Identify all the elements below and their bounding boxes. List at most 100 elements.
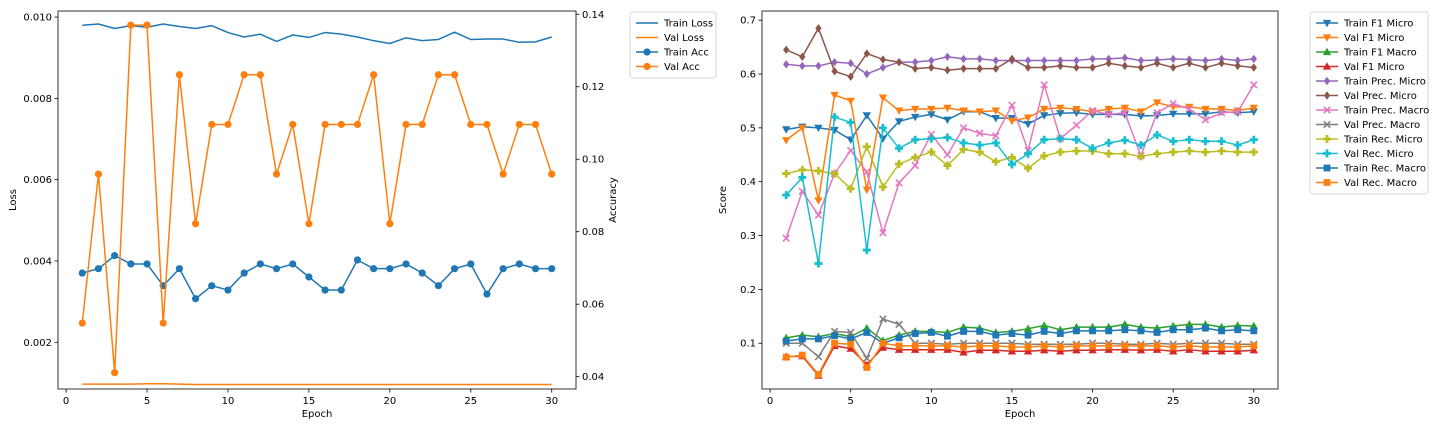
chart-1-point-train-acc-2-22 xyxy=(418,269,426,277)
chart-2-point-val-rec-micro-9-12 xyxy=(959,138,968,147)
chart-1-point-val-acc-3-28 xyxy=(515,120,523,129)
chart-2-point-val-rec-macro-11-21 xyxy=(1105,342,1113,350)
chart-1-xlabel: Epoch xyxy=(302,409,333,420)
chart-2-point-val-rec-macro-11-19 xyxy=(1073,342,1080,350)
chart-2-point-val-rec-macro-11-30 xyxy=(1250,342,1258,350)
chart-2-point-train-rec-macro-10-26 xyxy=(1185,326,1193,334)
chart-2-point-val-rec-macro-11-23 xyxy=(1137,342,1145,350)
chart-2-point-val-prec-macro-7-8 xyxy=(895,320,903,329)
chart-1-point-train-acc-2-12 xyxy=(256,260,264,268)
chart-1-xtick-label-15: 15 xyxy=(303,396,316,407)
chart-1-ytick-right-label-0-14: 0.14 xyxy=(582,10,604,21)
chart-2-point-val-rec-macro-11-10 xyxy=(927,342,935,350)
chart-2-legend-entry-val-f1-micro-3: Val F1 Micro xyxy=(1316,62,1404,73)
chart-1-point-train-acc-2-11 xyxy=(240,269,248,277)
chart-2-point-train-rec-macro-10-17 xyxy=(1040,327,1048,335)
chart-2-point-train-rec-micro-8-6 xyxy=(862,142,871,151)
chart-1-point-val-acc-3-21 xyxy=(402,120,410,129)
chart-2-point-val-rec-micro-9-1 xyxy=(782,191,791,200)
chart-1-legend-marker-3 xyxy=(643,62,651,71)
chart-1-xtick-label-30: 30 xyxy=(545,396,558,407)
chart-2-series-train-rec-macro-10 xyxy=(782,324,1258,347)
chart-2-point-train-rec-micro-8-4 xyxy=(830,169,839,178)
chart-1-point-train-acc-2-3 xyxy=(111,252,119,260)
chart-2-legend-marker-7 xyxy=(1323,120,1331,129)
chart-2-point-val-prec-micro-5-25 xyxy=(1170,63,1177,72)
chart-2-point-val-prec-micro-5-27 xyxy=(1202,63,1209,72)
chart-2-point-train-rec-micro-8-8 xyxy=(895,159,904,168)
chart-1-xtick-label-5: 5 xyxy=(144,396,150,407)
chart-2-point-train-prec-macro-6-19 xyxy=(1072,121,1081,129)
chart-2-point-train-rec-macro-10-1 xyxy=(782,337,790,345)
chart-1-xtick-label-20: 20 xyxy=(383,396,396,407)
chart-2-point-train-prec-macro-6-29 xyxy=(1233,107,1242,116)
chart-2-point-train-prec-macro-6-25 xyxy=(1169,99,1177,108)
chart-2-xtick-label-5: 5 xyxy=(848,396,854,407)
chart-2-point-val-rec-micro-9-15 xyxy=(1007,160,1016,169)
chart-2-point-train-prec-macro-6-6 xyxy=(863,168,871,176)
chart-2-point-val-f1-micro-3-20 xyxy=(1088,346,1097,354)
chart-2-legend-marker-8 xyxy=(1323,135,1331,143)
chart-2-point-train-prec-macro-6-1 xyxy=(782,234,790,243)
chart-1-point-val-acc-3-26 xyxy=(483,120,491,129)
chart-1-point-train-acc-2-7 xyxy=(175,265,184,273)
chart-2-point-val-rec-macro-11-7 xyxy=(879,339,887,347)
chart-2-point-train-rec-macro-10-6 xyxy=(863,329,871,336)
chart-2-point-val-rec-micro-9-30 xyxy=(1249,135,1258,144)
chart-1-legend-label-1: Val Loss xyxy=(664,33,704,44)
chart-2-point-val-prec-micro-5-13 xyxy=(976,64,983,73)
chart-2-point-val-rec-micro-9-25 xyxy=(1169,137,1178,146)
chart-1-line-train-loss-0 xyxy=(82,23,552,45)
chart-2-legend-marker-10 xyxy=(1323,164,1331,172)
chart-2-xtick-label-10: 10 xyxy=(925,396,938,407)
chart-2-legend-marker-1 xyxy=(1322,34,1332,42)
chart-2-legend-label-6: Train Prec. Macro xyxy=(1343,106,1429,117)
chart-2-point-train-prec-macro-6-14 xyxy=(992,132,1000,140)
chart-2-ytick-label-0-3: 0.3 xyxy=(740,231,756,242)
chart-1-point-train-acc-2-25 xyxy=(467,260,475,268)
chart-2-point-val-f1-micro-1-26 xyxy=(1185,103,1194,112)
chart-2-point-train-f1-micro-0-18 xyxy=(1056,110,1065,118)
chart-1-legend-entry-val-acc-3: Val Acc xyxy=(636,62,700,73)
chart-2-legend-label-8: Train Rec. Micro xyxy=(1343,135,1423,146)
chart-2: 0 5 10 15 20 25 30 0.1 0.2 0.3 0.4 0.5 0.6 0.7 Epoch Sc… xyxy=(718,10,1429,420)
chart-2-point-train-prec-macro-6-5 xyxy=(846,146,855,155)
chart-2-point-train-rec-micro-8-30 xyxy=(1249,148,1258,157)
chart-2-point-train-prec-macro-6-8 xyxy=(895,178,903,187)
chart-2-point-val-f1-micro-1-8 xyxy=(894,107,904,115)
chart-1-point-val-acc-3-5 xyxy=(143,21,151,29)
chart-2-point-val-rec-macro-11-26 xyxy=(1185,342,1193,350)
chart-2-line-val-f1-micro-1 xyxy=(785,94,1254,202)
chart-2-point-val-prec-micro-5-12 xyxy=(960,64,967,73)
chart-2-point-train-rec-macro-10-13 xyxy=(976,327,984,335)
chart-2-point-train-rec-macro-10-3 xyxy=(815,335,822,343)
chart-2-point-val-rec-micro-9-20 xyxy=(1088,144,1097,153)
chart-1-point-val-acc-3-2 xyxy=(94,170,103,178)
chart-2-legend-label-1: Val F1 Micro xyxy=(1344,33,1404,44)
chart-1-point-train-acc-2-17 xyxy=(337,286,345,294)
chart-1-point-val-acc-3-7 xyxy=(175,71,184,79)
chart-1-point-train-acc-2-9 xyxy=(208,282,216,290)
chart-1-line-val-loss-1 xyxy=(82,382,552,386)
chart-2-point-val-f1-micro-3-23 xyxy=(1136,346,1146,354)
chart-2-point-val-rec-micro-9-29 xyxy=(1233,141,1242,150)
chart-2-legend-entry-val-prec-macro-7: Val Prec. Macro xyxy=(1316,120,1420,131)
chart-2-point-val-f1-micro-3-29 xyxy=(1233,347,1242,355)
chart-2-point-val-prec-micro-5-16 xyxy=(1024,63,1032,72)
chart-2-point-val-rec-micro-9-19 xyxy=(1072,135,1081,144)
chart-2-point-val-rec-macro-11-16 xyxy=(1024,343,1032,351)
chart-2-point-val-rec-macro-11-2 xyxy=(798,351,806,359)
chart-2-point-train-rec-micro-8-5 xyxy=(846,184,855,193)
chart-1-point-train-acc-2-19 xyxy=(370,265,378,273)
chart-2-point-train-rec-micro-8-17 xyxy=(1040,151,1049,160)
chart-2-point-val-f1-micro-1-10 xyxy=(927,105,936,114)
chart-1-ytick-label-0-002: 0.002 xyxy=(23,338,52,349)
chart-1-point-val-acc-3-29 xyxy=(531,120,540,129)
chart-1-series-val-acc-3 xyxy=(78,21,556,377)
chart-2-point-val-f1-micro-1-28 xyxy=(1217,105,1226,114)
chart-2-point-val-f1-micro-3-28 xyxy=(1217,347,1226,355)
chart-2-point-train-rec-macro-10-9 xyxy=(911,330,919,337)
chart-1-point-val-acc-3-4 xyxy=(127,21,135,29)
chart-2-point-train-prec-macro-6-24 xyxy=(1153,108,1161,117)
chart-2-point-train-rec-micro-8-28 xyxy=(1217,147,1226,155)
